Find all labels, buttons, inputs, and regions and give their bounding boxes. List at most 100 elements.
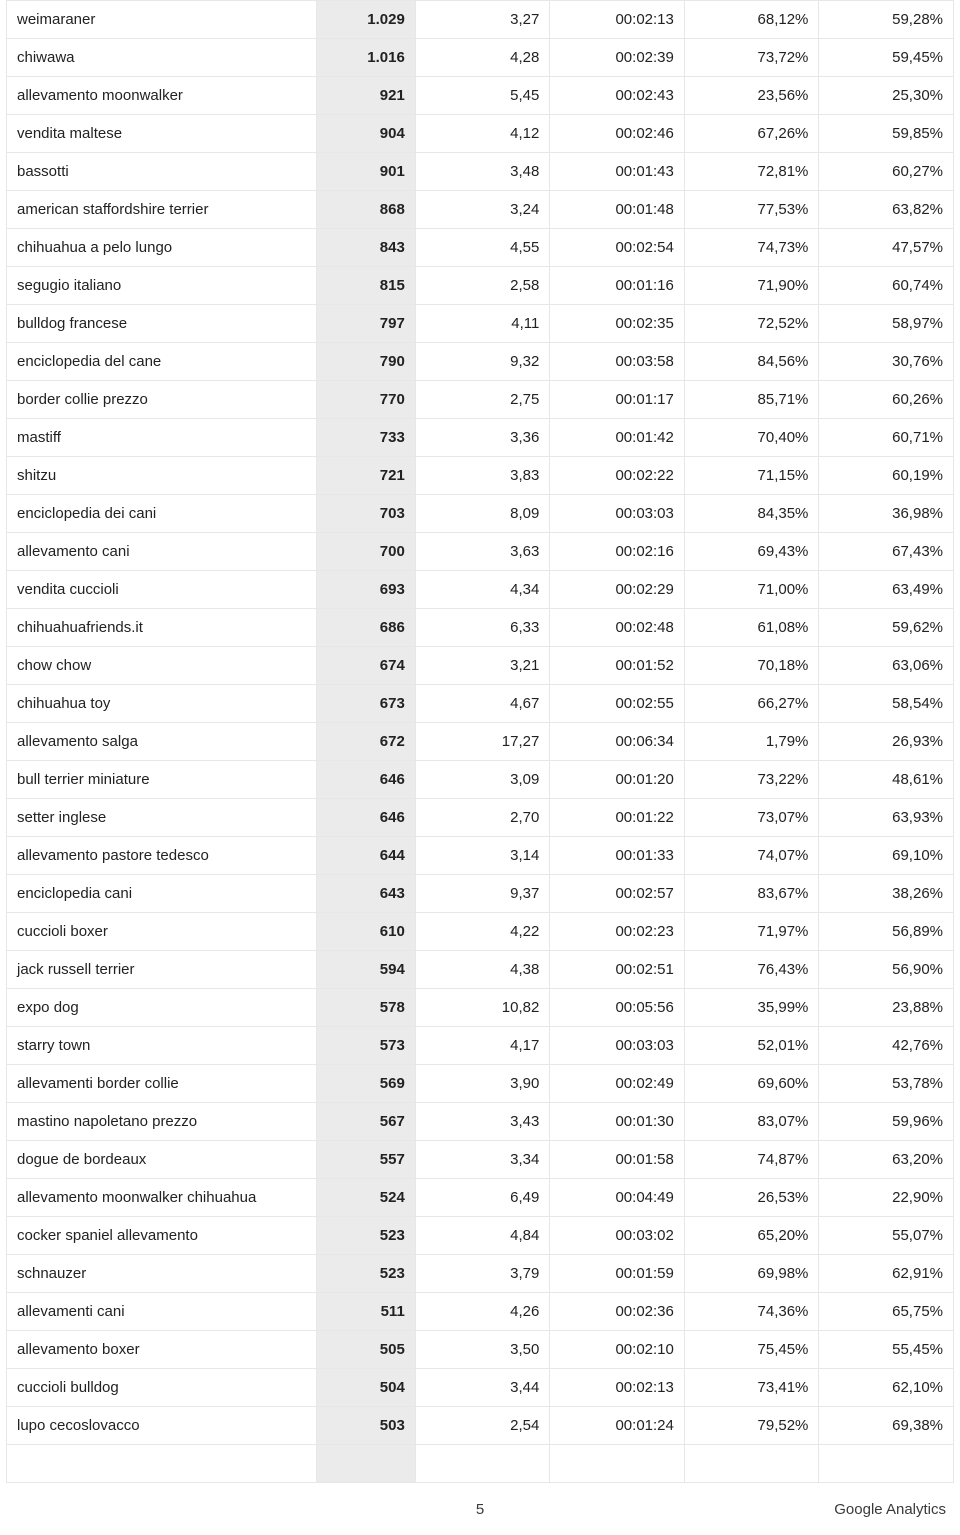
- duration-cell: 00:02:22: [550, 457, 685, 495]
- pct_new-cell: 60,26%: [819, 381, 954, 419]
- pct_new-cell: 25,30%: [819, 77, 954, 115]
- duration-cell: 00:02:55: [550, 685, 685, 723]
- bounce-cell: 68,12%: [684, 1, 819, 39]
- pages-cell: 3,44: [415, 1369, 550, 1407]
- keyword-cell: schnauzer: [7, 1255, 317, 1293]
- sessions-cell: 797: [317, 305, 415, 343]
- table-row: border collie prezzo7702,7500:01:1785,71…: [7, 381, 954, 419]
- pages-cell: 4,38: [415, 951, 550, 989]
- pages-cell: 8,09: [415, 495, 550, 533]
- table-row: bulldog francese7974,1100:02:3572,52%58,…: [7, 305, 954, 343]
- duration-cell: 00:02:35: [550, 305, 685, 343]
- pct_new-cell: 67,43%: [819, 533, 954, 571]
- duration-cell: 00:02:48: [550, 609, 685, 647]
- sessions-cell: 1.029: [317, 1, 415, 39]
- keyword-cell: enciclopedia del cane: [7, 343, 317, 381]
- bounce-cell: 71,15%: [684, 457, 819, 495]
- sessions-cell: 700: [317, 533, 415, 571]
- table-row: allevamento cani7003,6300:02:1669,43%67,…: [7, 533, 954, 571]
- sessions-cell: 578: [317, 989, 415, 1027]
- keyword-cell: lupo cecoslovacco: [7, 1407, 317, 1445]
- pages-cell: 3,79: [415, 1255, 550, 1293]
- pct_new-cell: 55,45%: [819, 1331, 954, 1369]
- duration-cell: 00:01:22: [550, 799, 685, 837]
- pct_new-cell: 48,61%: [819, 761, 954, 799]
- pct_new-cell: 30,76%: [819, 343, 954, 381]
- keyword-cell: chihuahua a pelo lungo: [7, 229, 317, 267]
- duration-cell: 00:02:36: [550, 1293, 685, 1331]
- sessions-cell: 524: [317, 1179, 415, 1217]
- table-row: shitzu7213,8300:02:2271,15%60,19%: [7, 457, 954, 495]
- pages-cell: 6,33: [415, 609, 550, 647]
- pct_new-cell: 53,78%: [819, 1065, 954, 1103]
- pct_new-cell: 60,27%: [819, 153, 954, 191]
- bounce-cell: 76,43%: [684, 951, 819, 989]
- pct_new-cell: 58,97%: [819, 305, 954, 343]
- table-row: dogue de bordeaux5573,3400:01:5874,87%63…: [7, 1141, 954, 1179]
- pages-cell: 4,84: [415, 1217, 550, 1255]
- table-row: allevamenti cani5114,2600:02:3674,36%65,…: [7, 1293, 954, 1331]
- table-row: allevamento moonwalker9215,4500:02:4323,…: [7, 77, 954, 115]
- keywords-table: weimaraner1.0293,2700:02:1368,12%59,28%c…: [6, 0, 954, 1483]
- bounce-cell: 71,90%: [684, 267, 819, 305]
- sessions-cell: 770: [317, 381, 415, 419]
- table-row: enciclopedia dei cani7038,0900:03:0384,3…: [7, 495, 954, 533]
- keyword-cell: cuccioli bulldog: [7, 1369, 317, 1407]
- bounce-cell: 74,07%: [684, 837, 819, 875]
- pages-cell: 4,28: [415, 39, 550, 77]
- bounce-cell: 73,41%: [684, 1369, 819, 1407]
- pct_new-cell: 23,88%: [819, 989, 954, 1027]
- table-row: cocker spaniel allevamento5234,8400:03:0…: [7, 1217, 954, 1255]
- keyword-cell: mastiff: [7, 419, 317, 457]
- blank-cell: [317, 1445, 415, 1483]
- pages-cell: 4,22: [415, 913, 550, 951]
- pages-cell: 3,09: [415, 761, 550, 799]
- duration-cell: 00:02:54: [550, 229, 685, 267]
- pages-cell: 3,27: [415, 1, 550, 39]
- brand-label: Google Analytics: [834, 1501, 946, 1518]
- table-row: american staffordshire terrier8683,2400:…: [7, 191, 954, 229]
- sessions-cell: 643: [317, 875, 415, 913]
- sessions-cell: 557: [317, 1141, 415, 1179]
- duration-cell: 00:02:39: [550, 39, 685, 77]
- blank-cell: [684, 1445, 819, 1483]
- keyword-cell: allevamenti border collie: [7, 1065, 317, 1103]
- keyword-cell: jack russell terrier: [7, 951, 317, 989]
- table-row: allevamento moonwalker chihuahua5246,490…: [7, 1179, 954, 1217]
- bounce-cell: 84,56%: [684, 343, 819, 381]
- pct_new-cell: 38,26%: [819, 875, 954, 913]
- pct_new-cell: 60,19%: [819, 457, 954, 495]
- report-page: weimaraner1.0293,2700:02:1368,12%59,28%c…: [0, 0, 960, 1535]
- pct_new-cell: 47,57%: [819, 229, 954, 267]
- pages-cell: 4,17: [415, 1027, 550, 1065]
- keyword-cell: bulldog francese: [7, 305, 317, 343]
- blank-cell: [7, 1445, 317, 1483]
- table-row: enciclopedia del cane7909,3200:03:5884,5…: [7, 343, 954, 381]
- bounce-cell: 73,07%: [684, 799, 819, 837]
- duration-cell: 00:03:03: [550, 1027, 685, 1065]
- table-row: chow chow6743,2100:01:5270,18%63,06%: [7, 647, 954, 685]
- table-row: schnauzer5233,7900:01:5969,98%62,91%: [7, 1255, 954, 1293]
- sessions-cell: 921: [317, 77, 415, 115]
- page-footer: 5 Google Analytics: [6, 1501, 954, 1523]
- pages-cell: 9,32: [415, 343, 550, 381]
- sessions-cell: 567: [317, 1103, 415, 1141]
- pct_new-cell: 56,90%: [819, 951, 954, 989]
- pct_new-cell: 59,85%: [819, 115, 954, 153]
- table-row: vendita cuccioli6934,3400:02:2971,00%63,…: [7, 571, 954, 609]
- duration-cell: 00:01:43: [550, 153, 685, 191]
- duration-cell: 00:02:49: [550, 1065, 685, 1103]
- pct_new-cell: 59,45%: [819, 39, 954, 77]
- pct_new-cell: 22,90%: [819, 1179, 954, 1217]
- duration-cell: 00:02:46: [550, 115, 685, 153]
- bounce-cell: 70,40%: [684, 419, 819, 457]
- duration-cell: 00:01:17: [550, 381, 685, 419]
- keyword-cell: enciclopedia cani: [7, 875, 317, 913]
- keyword-cell: allevamento boxer: [7, 1331, 317, 1369]
- pages-cell: 2,70: [415, 799, 550, 837]
- bounce-cell: 23,56%: [684, 77, 819, 115]
- keyword-cell: allevamento moonwalker: [7, 77, 317, 115]
- keyword-cell: dogue de bordeaux: [7, 1141, 317, 1179]
- duration-cell: 00:01:52: [550, 647, 685, 685]
- pages-cell: 3,83: [415, 457, 550, 495]
